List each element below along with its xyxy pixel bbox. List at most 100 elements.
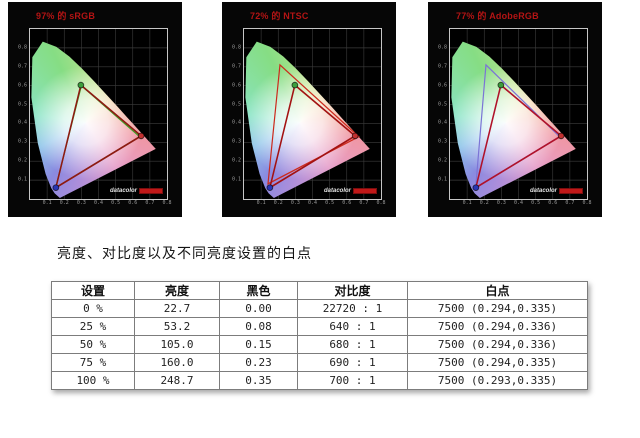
y-axis-tick-label: 0.2 — [231, 157, 241, 164]
table-cell: 25 % — [51, 317, 135, 336]
x-axis-tick-label: 0.1 — [42, 200, 52, 206]
table-cell: 0.35 — [219, 371, 298, 390]
x-axis-tick-label: 0.5 — [111, 200, 121, 206]
table-cell: 0.08 — [219, 317, 298, 336]
gamut-chart-panel-AdobeRGB: 77% 的 AdobeRGB datacolor 0.1 0.2 0.3 0.4 0.5… — [428, 2, 602, 217]
table-cell: 160.0 — [134, 353, 220, 372]
datacolor-logo-text: datacolor — [109, 188, 137, 194]
table-cell: 640 : 1 — [297, 317, 408, 336]
table-cell: 7500 (0.293,0.335) — [407, 371, 588, 390]
x-axis-tick-label: 0.7 — [359, 200, 369, 206]
table-header-cell: 黑色 — [219, 281, 298, 300]
y-axis-tick-label: 0.4 — [17, 119, 27, 126]
primary-marker-green — [77, 81, 85, 89]
y-axis-tick-label: 0.7 — [437, 63, 447, 70]
datacolor-logo-text: datacolor — [529, 188, 557, 194]
table-cell: 0 % — [51, 299, 135, 318]
measured-gamut-triangle — [268, 83, 357, 190]
table-cell: 0.15 — [219, 335, 298, 354]
primary-marker-red — [557, 132, 565, 140]
y-axis-tick-label: 0.5 — [437, 101, 447, 108]
table-cell: 680 : 1 — [297, 335, 408, 354]
primary-marker-green — [291, 81, 299, 89]
y-axis-tick-label: 0.7 — [231, 63, 241, 70]
table-cell: 50 % — [51, 335, 135, 354]
datacolor-logo-bar — [353, 188, 377, 194]
table-cell: 7500 (0.294,0.335) — [407, 299, 588, 318]
gamut-chart-panel-sRGB: 97% 的 sRGB datacolor 0.1 0.2 0.3 0.4 0.5 0.6 0… — [8, 2, 182, 217]
table-cell: 53.2 — [134, 317, 220, 336]
gamut-chart-title: 77% 的 AdobeRGB — [456, 11, 539, 21]
table-cell: 7500 (0.294,0.336) — [407, 335, 588, 354]
cie-plot-area: datacolor 0.1 0.2 0.3 0.4 0.5 0.6 0.7 0.8 0.1 0.2… — [438, 28, 592, 206]
primary-marker-blue — [52, 184, 60, 191]
measured-gamut-triangle — [474, 83, 563, 190]
y-axis-tick-label: 0.6 — [17, 82, 27, 89]
table-cell: 0.23 — [219, 353, 298, 372]
y-axis-tick-label: 0.1 — [17, 176, 27, 183]
x-axis-tick-label: 0.1 — [462, 200, 472, 206]
table-cell: 22720 : 1 — [297, 299, 408, 318]
table-row: 100 % 248.7 0.35 700 : 1 7500 (0.293,0.335) — [51, 371, 588, 390]
x-axis-tick-label: 0.2 — [59, 200, 69, 206]
datacolor-watermark: datacolor — [530, 188, 583, 194]
y-axis-tick-label: 0.8 — [437, 44, 447, 51]
gamut-triangles — [52, 81, 145, 191]
y-axis-tick-label: 0.6 — [437, 82, 447, 89]
table-cell: 75 % — [51, 353, 135, 372]
cie-plot-area: datacolor 0.1 0.2 0.3 0.4 0.5 0.6 0.7 0.8 0.1 0.2… — [232, 28, 386, 206]
x-axis-tick-label: 0.4 — [93, 200, 104, 206]
x-axis-tick-label: 0.8 — [582, 200, 592, 206]
x-axis-tick-label: 0.8 — [162, 200, 172, 206]
datacolor-logo-text: datacolor — [323, 188, 351, 194]
y-axis-tick-label: 0.1 — [231, 176, 241, 183]
primary-marker-red — [351, 132, 359, 140]
table-title: 亮度、对比度以及不同亮度设置的白点 — [57, 245, 312, 261]
x-axis-tick-label: 0.1 — [256, 200, 266, 206]
y-axis-tick-label: 0.7 — [17, 63, 27, 70]
table-cell: 7500 (0.294,0.335) — [407, 353, 588, 372]
x-axis-tick-label: 0.6 — [342, 200, 352, 206]
table-cell: 100 % — [51, 371, 135, 390]
y-axis-tick-label: 0.1 — [437, 176, 447, 183]
y-axis-tick-label: 0.3 — [437, 138, 447, 145]
y-axis-tick-label: 0.3 — [17, 138, 27, 145]
table-header-cell: 白点 — [407, 281, 588, 300]
gamut-triangles — [266, 63, 360, 191]
y-axis-tick-label: 0.2 — [17, 157, 27, 164]
table-cell: 700 : 1 — [297, 371, 408, 390]
table-row: 75 % 160.0 0.23 690 : 1 7500 (0.294,0.335) — [51, 353, 588, 372]
table-header-cell: 亮度 — [134, 281, 220, 300]
y-axis-tick-label: 0.5 — [17, 101, 27, 108]
x-axis-tick-label: 0.5 — [325, 200, 335, 206]
y-axis-tick-label: 0.4 — [437, 119, 447, 126]
x-axis-tick-label: 0.6 — [548, 200, 558, 206]
x-axis-tick-label: 0.3 — [290, 200, 300, 206]
table-row: 0 % 22.7 0.00 22720 : 1 7500 (0.294,0.335) — [51, 299, 588, 318]
gamut-chart-panel-NTSC: 72% 的 NTSC datacolor 0.1 0.2 0.3 0.4 0.5 0.6 0… — [222, 2, 396, 217]
x-axis-tick-label: 0.4 — [513, 200, 524, 206]
table-cell: 248.7 — [134, 371, 220, 390]
table-cell: 7500 (0.294,0.336) — [407, 317, 588, 336]
table-row: 25 % 53.2 0.08 640 : 1 7500 (0.294,0.336) — [51, 317, 588, 336]
gamut-chart-title: 97% 的 sRGB — [36, 11, 96, 21]
gamut-triangles — [472, 63, 565, 191]
y-axis-tick-label: 0.3 — [231, 138, 241, 145]
primary-marker-blue — [472, 184, 480, 191]
gamut-chart-title: 72% 的 NTSC — [250, 11, 309, 21]
y-axis-tick-label: 0.8 — [17, 44, 27, 51]
x-axis-tick-label: 0.2 — [273, 200, 283, 206]
x-axis-tick-label: 0.3 — [76, 200, 86, 206]
y-axis-tick-label: 0.2 — [437, 157, 447, 164]
y-axis-tick-label: 0.4 — [231, 119, 241, 126]
measured-gamut-triangle — [54, 83, 143, 190]
x-axis-tick-label: 0.8 — [376, 200, 386, 206]
gamut-charts-row: 97% 的 sRGB datacolor 0.1 0.2 0.3 0.4 0.5 0.6 0… — [8, 2, 602, 217]
x-axis-tick-label: 0.3 — [496, 200, 506, 206]
x-axis-tick-label: 0.7 — [145, 200, 155, 206]
table-header-row: 设置 亮度 黑色 对比度 白点 — [51, 281, 588, 300]
primary-marker-green — [497, 81, 505, 89]
measurement-table: 设置 亮度 黑色 对比度 白点 0 % 22.7 0.00 22720 : 1 7500 (0.… — [51, 281, 588, 390]
y-axis-tick-label: 0.6 — [231, 82, 241, 89]
datacolor-watermark: datacolor — [324, 188, 377, 194]
